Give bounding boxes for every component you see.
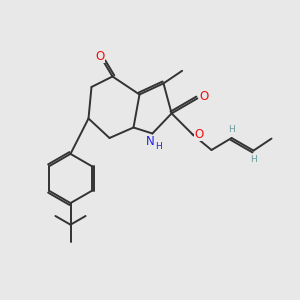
Text: O: O	[195, 128, 204, 141]
Text: O: O	[95, 50, 104, 63]
Text: H: H	[156, 142, 162, 151]
Text: H: H	[250, 154, 257, 164]
Text: N: N	[146, 135, 154, 148]
Text: O: O	[200, 89, 208, 103]
Text: H: H	[228, 124, 235, 134]
